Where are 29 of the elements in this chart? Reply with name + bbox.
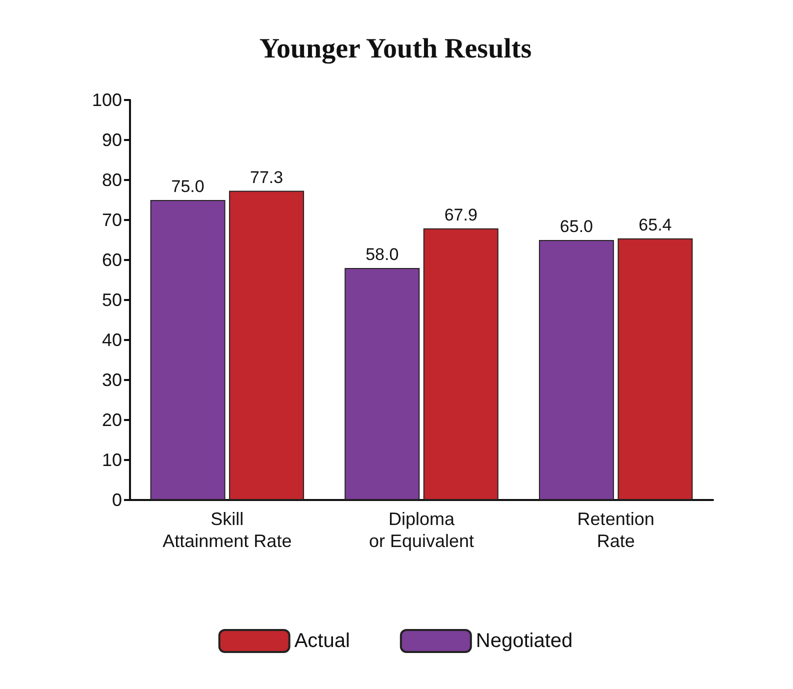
- x-tick-label: Skill Attainment Rate: [162, 509, 292, 551]
- y-tick-label: 70: [102, 210, 122, 230]
- y-tick-label: 50: [102, 290, 122, 310]
- y-tick-label: 30: [102, 370, 122, 390]
- bar: [423, 228, 498, 500]
- legend-label: Actual: [294, 630, 350, 652]
- data-label: 77.3: [250, 168, 284, 187]
- y-tick-label: 10: [102, 450, 122, 470]
- bar: [150, 200, 226, 500]
- y-tick-label: 20: [102, 410, 122, 430]
- y-tick-label: 40: [102, 330, 122, 350]
- y-tick-label: 90: [102, 130, 122, 150]
- bar: [229, 190, 304, 500]
- x-tick-label: Retention Rate: [577, 509, 654, 551]
- data-label: 75.0: [171, 177, 204, 196]
- y-tick-label: 0: [112, 490, 122, 510]
- chart-title: Younger Youth Results: [259, 34, 532, 64]
- data-label: 65.0: [560, 217, 594, 236]
- x-tick-label: Diploma or Equivalent: [368, 509, 474, 551]
- legend-label: Negotiated: [476, 630, 573, 652]
- bar: [344, 268, 420, 500]
- y-tick-label: 100: [92, 90, 122, 110]
- bar: [618, 238, 693, 500]
- data-label: 67.9: [444, 205, 478, 224]
- data-label: 65.4: [638, 215, 672, 234]
- y-tick-label: 60: [102, 250, 122, 270]
- y-tick-label: 80: [102, 170, 122, 190]
- bar: [538, 240, 614, 500]
- data-label: 58.0: [366, 245, 399, 264]
